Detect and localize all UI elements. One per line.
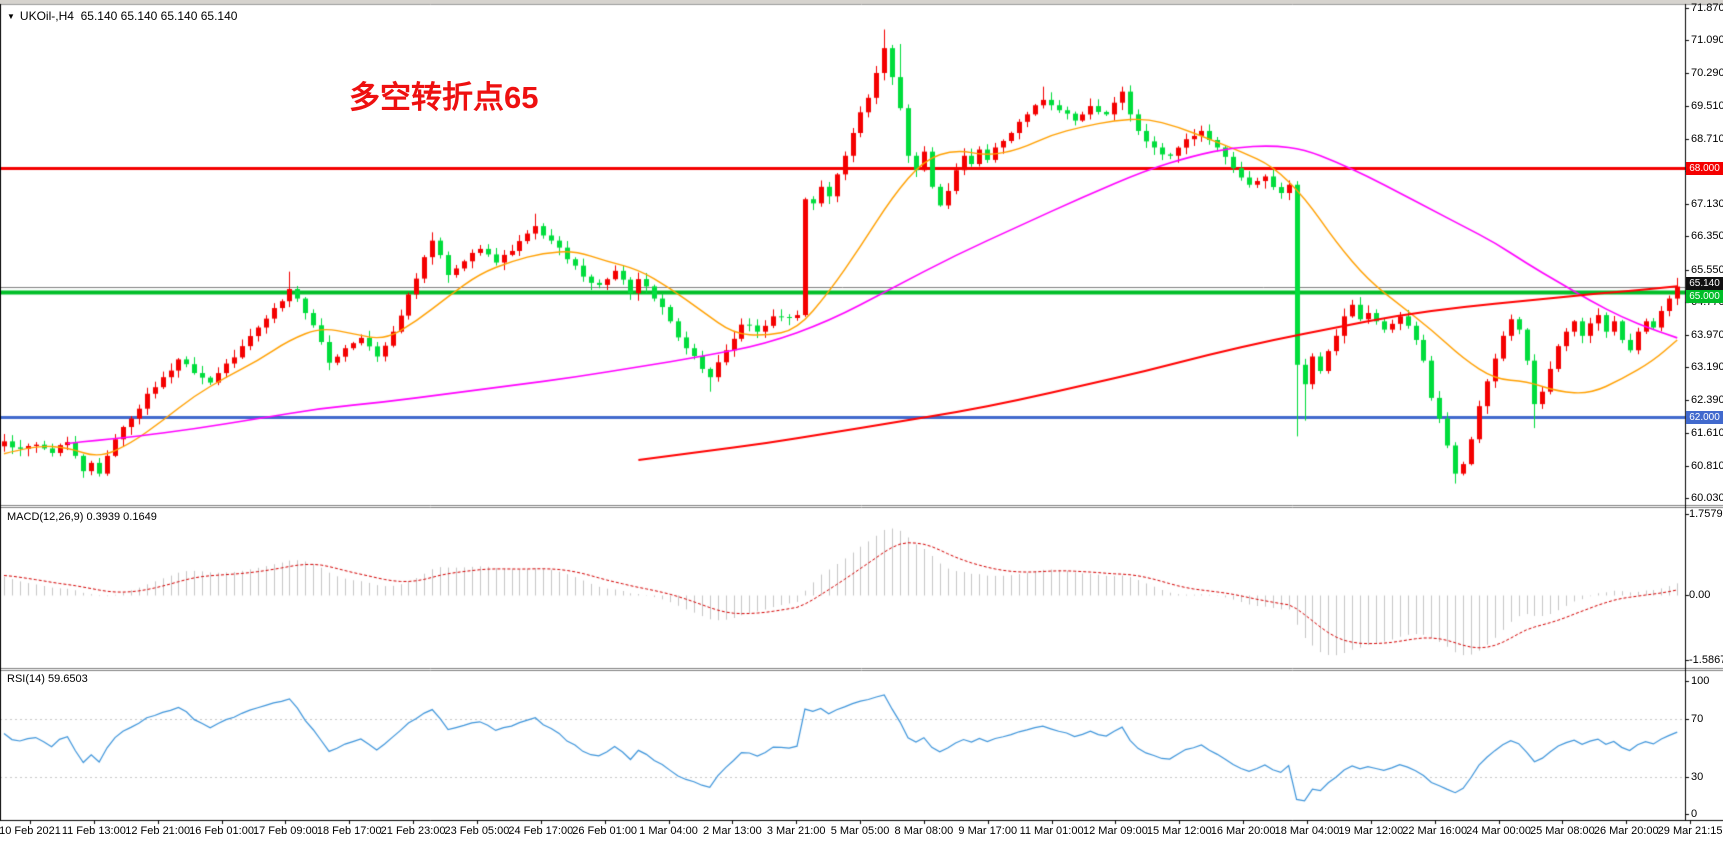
- time-axis-label: 8 Mar 08:00: [894, 825, 954, 837]
- chart-title: ▼ UKOil-,H4 65.140 65.140 65.140 65.140: [7, 9, 237, 23]
- price-tick-label: 66.350: [1691, 230, 1723, 242]
- time-axis-label: 15 Mar 12:00: [1146, 825, 1212, 837]
- ohlc-quotes: 65.140 65.140 65.140 65.140: [80, 9, 238, 23]
- price-badge: 62.000: [1686, 411, 1723, 424]
- price-tick-label: 61.610: [1691, 427, 1723, 439]
- macd-indicator-label: MACD(12,26,9) 0.3939 0.1649: [7, 511, 157, 523]
- time-axis-label: 21 Feb 23:00: [380, 825, 446, 837]
- time-axis-label: 26 Feb 01:00: [572, 825, 638, 837]
- time-axis-label: 12 Feb 21:00: [125, 825, 191, 837]
- macd-tick-label: -1.5867: [1689, 654, 1723, 666]
- price-tick-label: 63.190: [1691, 361, 1723, 373]
- time-axis-label: 11 Feb 13:00: [61, 825, 126, 837]
- time-axis-label: 10 Feb 2021: [0, 825, 61, 837]
- price-tick-label: 65.550: [1691, 264, 1723, 276]
- time-axis-label: 5 Mar 05:00: [830, 825, 890, 837]
- time-axis-label: 1 Mar 04:00: [639, 825, 698, 837]
- time-axis-label: 9 Mar 17:00: [958, 825, 1018, 837]
- price-tick-label: 71.090: [1691, 34, 1723, 46]
- time-axis-label: 22 Mar 16:00: [1402, 825, 1468, 837]
- time-axis-label: 16 Mar 20:00: [1210, 825, 1276, 837]
- time-axis-label: 24 Mar 00:00: [1466, 825, 1531, 837]
- price-tick-label: 68.710: [1691, 133, 1723, 145]
- rsi-tick-label: 0: [1691, 808, 1698, 820]
- rsi-tick-label: 100: [1691, 675, 1710, 687]
- time-axis-label: 18 Mar 04:00: [1274, 825, 1340, 837]
- rsi-tick-label: 70: [1691, 713, 1704, 725]
- rsi-indicator-label: RSI(14) 59.6503: [7, 673, 88, 685]
- price-tick-label: 69.510: [1691, 100, 1723, 112]
- time-axis-label: 23 Feb 05:00: [444, 825, 510, 837]
- price-tick-label: 71.870: [1691, 2, 1723, 14]
- time-axis-label: 11 Mar 01:00: [1019, 825, 1084, 837]
- price-tick-label: 60.030: [1691, 492, 1723, 504]
- macd-tick-label: 1.7579: [1689, 508, 1723, 520]
- annotation-text: 多空转折点65: [349, 80, 539, 115]
- time-axis-label: 26 Mar 20:00: [1593, 825, 1659, 837]
- price-badge: 65.000: [1686, 290, 1723, 303]
- macd-tick-label: 0.00: [1689, 589, 1711, 601]
- time-axis-label: 16 Feb 01:00: [189, 825, 254, 837]
- time-axis-label: 24 Feb 17:00: [508, 825, 574, 837]
- price-tick-label: 62.390: [1691, 394, 1723, 406]
- price-badge: 65.140: [1686, 277, 1723, 290]
- time-axis-label: 2 Mar 13:00: [702, 825, 762, 837]
- time-axis-label: 3 Mar 21:00: [766, 825, 826, 837]
- rsi-tick-label: 30: [1691, 771, 1704, 783]
- price-tick-label: 60.810: [1691, 460, 1723, 472]
- time-axis-label: 19 Mar 12:00: [1338, 825, 1404, 837]
- symbol-period-label: UKOil-,H4: [19, 9, 74, 23]
- time-axis-label: 17 Feb 09:00: [252, 825, 318, 837]
- time-axis-label: 12 Mar 09:00: [1083, 825, 1148, 837]
- price-badge: 68.000: [1686, 162, 1723, 175]
- time-axis-label: 25 Mar 08:00: [1529, 825, 1595, 837]
- price-tick-label: 67.130: [1691, 198, 1723, 210]
- time-axis-label: 29 Mar 21:15: [1657, 825, 1723, 837]
- price-tick-label: 70.290: [1691, 67, 1723, 79]
- chevron-down-icon[interactable]: ▼: [7, 12, 15, 21]
- time-axis-label: 18 Feb 17:00: [316, 825, 382, 837]
- price-tick-label: 63.970: [1691, 329, 1723, 341]
